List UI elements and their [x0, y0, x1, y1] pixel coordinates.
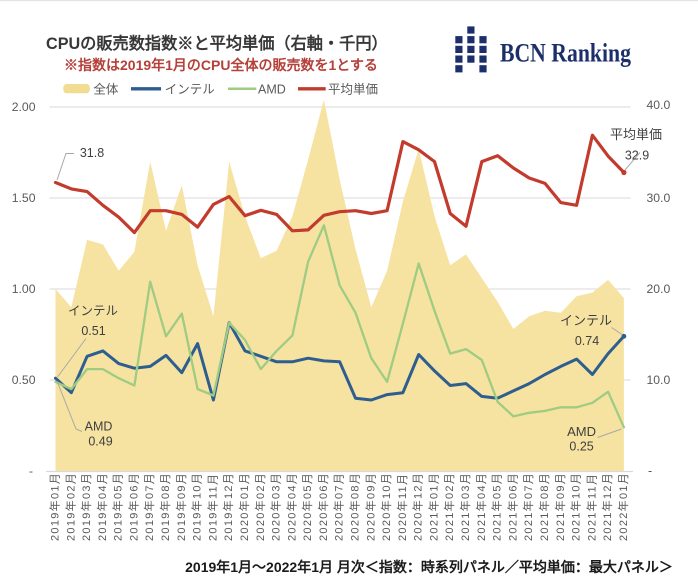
svg-text:2021年08月: 2021年08月: [537, 472, 551, 541]
svg-text:2.00: 2.00: [12, 100, 36, 114]
svg-text:2022年01月: 2022年01月: [616, 472, 630, 541]
svg-text:2020年12月: 2020年12月: [411, 472, 425, 541]
svg-text:0.74: 0.74: [575, 334, 599, 348]
svg-text:CPUの販売数指数※と平均単価（右軸・千円）: CPUの販売数指数※と平均単価（右軸・千円）: [46, 34, 388, 53]
svg-text:2021年09月: 2021年09月: [553, 472, 567, 541]
svg-text:AMD: AMD: [258, 83, 286, 97]
svg-text:インテル: インテル: [165, 83, 215, 97]
svg-text:2020年08月: 2020年08月: [348, 472, 362, 541]
svg-text:2020年10月: 2020年10月: [379, 472, 393, 541]
svg-text:2019年01月: 2019年01月: [48, 472, 62, 541]
svg-text:10.0: 10.0: [647, 373, 671, 387]
svg-text:0.51: 0.51: [81, 324, 105, 338]
svg-text:2019年02月: 2019年02月: [63, 472, 77, 541]
svg-text:2019年06月: 2019年06月: [126, 472, 140, 541]
svg-text:2021年03月: 2021年03月: [458, 472, 472, 541]
svg-text:2021年07月: 2021年07月: [521, 472, 535, 541]
svg-text:2019年10月: 2019年10月: [190, 472, 204, 541]
svg-text:2019年09月: 2019年09月: [174, 472, 188, 541]
svg-text:40.0: 40.0: [647, 98, 671, 112]
svg-text:2021年11月: 2021年11月: [584, 473, 598, 541]
svg-text:0.49: 0.49: [88, 435, 112, 449]
svg-text:1.00: 1.00: [12, 282, 36, 296]
svg-text:2020年04月: 2020年04月: [284, 472, 298, 541]
svg-text:平均単価: 平均単価: [610, 127, 662, 142]
svg-text:2020年02月: 2020年02月: [253, 472, 267, 541]
svg-text:0.50: 0.50: [12, 373, 36, 387]
svg-text:2021年10月: 2021年10月: [569, 472, 583, 541]
svg-text:2019年12月: 2019年12月: [221, 472, 235, 541]
svg-text:インテル: インテル: [560, 313, 612, 328]
svg-text:BCN Ranking: BCN Ranking: [500, 39, 631, 68]
svg-text:2021年12月: 2021年12月: [600, 472, 614, 541]
svg-text:2020年05月: 2020年05月: [300, 472, 314, 541]
svg-text:2019年1月～2022年1月 月次＜指数：時系列パネル／平: 2019年1月～2022年1月 月次＜指数：時系列パネル／平均単価：最大パネル＞: [185, 559, 673, 575]
svg-text:2021年06月: 2021年06月: [505, 472, 519, 541]
svg-text:2021年05月: 2021年05月: [490, 472, 504, 541]
svg-text:2021年01月: 2021年01月: [427, 472, 441, 541]
svg-text:2020年01月: 2020年01月: [237, 472, 251, 541]
svg-text:-: -: [29, 464, 33, 478]
svg-text:インテル: インテル: [68, 304, 118, 318]
svg-text:-: -: [648, 464, 652, 478]
svg-text:2020年07月: 2020年07月: [332, 472, 346, 541]
svg-text:1.50: 1.50: [12, 191, 36, 205]
svg-text:32.9: 32.9: [625, 149, 649, 163]
svg-text:2020年06月: 2020年06月: [316, 472, 330, 541]
svg-text:AMD: AMD: [85, 420, 113, 434]
svg-text:2019年05月: 2019年05月: [111, 472, 125, 541]
svg-text:2020年11月: 2020年11月: [395, 473, 409, 541]
svg-text:2021年02月: 2021年02月: [442, 472, 456, 541]
svg-text:※指数は2019年1月のCPU全体の販売数を1とする: ※指数は2019年1月のCPU全体の販売数を1とする: [64, 57, 378, 73]
svg-text:2021年04月: 2021年04月: [474, 472, 488, 541]
svg-text:2019年03月: 2019年03月: [79, 472, 93, 541]
svg-text:全体: 全体: [93, 82, 119, 97]
svg-text:AMD: AMD: [567, 424, 596, 439]
svg-text:31.8: 31.8: [80, 146, 104, 160]
svg-text:20.0: 20.0: [647, 282, 671, 296]
svg-text:2019年04月: 2019年04月: [95, 472, 109, 541]
svg-text:2020年03月: 2020年03月: [269, 472, 283, 541]
svg-text:2020年09月: 2020年09月: [363, 472, 377, 541]
svg-text:2019年07月: 2019年07月: [142, 472, 156, 541]
svg-text:平均単価: 平均単価: [328, 83, 378, 97]
svg-text:2019年08月: 2019年08月: [158, 472, 172, 541]
svg-text:2019年11月: 2019年11月: [205, 473, 219, 541]
svg-text:30.0: 30.0: [647, 191, 671, 205]
svg-text:0.25: 0.25: [569, 439, 593, 453]
